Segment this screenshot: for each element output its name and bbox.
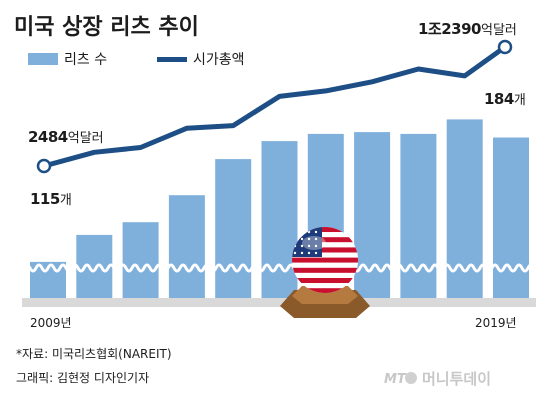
legend-swatch-line — [157, 57, 187, 62]
flag-star — [300, 251, 304, 255]
bar-2017 — [400, 133, 437, 298]
flag-star — [307, 237, 311, 241]
flag-star — [300, 237, 304, 241]
flag-star — [293, 251, 297, 255]
flag-stripe — [292, 257, 358, 263]
flag-stripe — [292, 288, 358, 293]
axis-break-wave — [22, 263, 542, 273]
flag-stripe — [292, 247, 358, 253]
callout-end-count-num: 184 — [484, 90, 514, 108]
brand-logo: MT 머니투데이 — [384, 370, 491, 388]
callout-end-cap-unit: 억달러 — [481, 23, 517, 38]
bar-2012 — [168, 195, 205, 298]
flag-stripe — [292, 252, 358, 258]
callout-start-count-unit: 개 — [60, 193, 72, 208]
legend: 리츠 수 시가총액 — [28, 52, 245, 68]
flag-stripe — [292, 278, 358, 284]
flag-stripe — [292, 267, 358, 273]
bar-2013 — [215, 159, 252, 298]
bar-2016 — [354, 132, 391, 298]
legend-label-line: 시가총액 — [193, 52, 245, 68]
flag-stripe — [292, 227, 358, 233]
flag-star — [314, 230, 318, 234]
flag-star — [307, 251, 311, 255]
x-tick-label-last: 2019년 — [475, 316, 517, 330]
point-start — [36, 158, 52, 174]
callout-end-cap: 1조2390억달러 — [418, 20, 517, 38]
flag-star — [300, 244, 304, 248]
callout-start-cap-num: 2484 — [28, 128, 68, 146]
callout-end-cap-num: 1조2390 — [418, 20, 481, 38]
legend-label-bars: 리츠 수 — [64, 52, 107, 68]
bar-2010 — [76, 234, 113, 298]
base-strip — [22, 298, 536, 307]
brand-mt: MT — [384, 372, 407, 387]
callout-end-count-unit: 개 — [514, 93, 526, 108]
callout-start-cap-unit: 억달러 — [68, 131, 104, 146]
x-tick-label-first: 2009년 — [30, 316, 72, 330]
chart-title: 미국 상장 리츠 추이 — [14, 15, 199, 40]
point-end — [497, 39, 513, 55]
flag-star — [314, 251, 318, 255]
pedestal-top — [292, 286, 358, 304]
flag-stripe — [292, 232, 358, 238]
brand-name: 머니투데이 — [422, 370, 491, 388]
flag-stripe — [292, 237, 358, 243]
flag-star — [314, 244, 318, 248]
brand-mark-icon — [405, 372, 417, 384]
flag-star — [314, 237, 318, 241]
flag-star — [307, 244, 311, 248]
bar-2019 — [493, 137, 529, 298]
flag-stripe — [292, 272, 358, 278]
market-cap-points — [36, 39, 513, 174]
callout-start-cap: 2484억달러 — [28, 128, 104, 146]
callout-start-count: 115개 — [30, 190, 72, 208]
globe-highlight — [302, 236, 326, 250]
globe-icon — [280, 227, 370, 318]
bar-2011 — [122, 222, 159, 298]
legend-swatch-bars — [28, 53, 58, 65]
flag-star — [300, 230, 304, 234]
wave-line — [22, 263, 542, 273]
bar-2018 — [446, 119, 483, 299]
bar-2014 — [261, 141, 298, 298]
flag-stripe — [292, 262, 358, 268]
flag-stripes — [292, 227, 358, 293]
market-cap-line — [41, 44, 508, 169]
credit-note: 그래픽: 김현정 디자인기자 — [16, 371, 149, 385]
callout-end-count: 184개 — [484, 90, 526, 108]
flag-stripe — [292, 242, 358, 248]
source-note: *자료: 미국리츠협회(NAREIT) — [16, 347, 172, 361]
flag-stripe — [292, 283, 358, 289]
callout-start-count-num: 115 — [30, 190, 60, 208]
